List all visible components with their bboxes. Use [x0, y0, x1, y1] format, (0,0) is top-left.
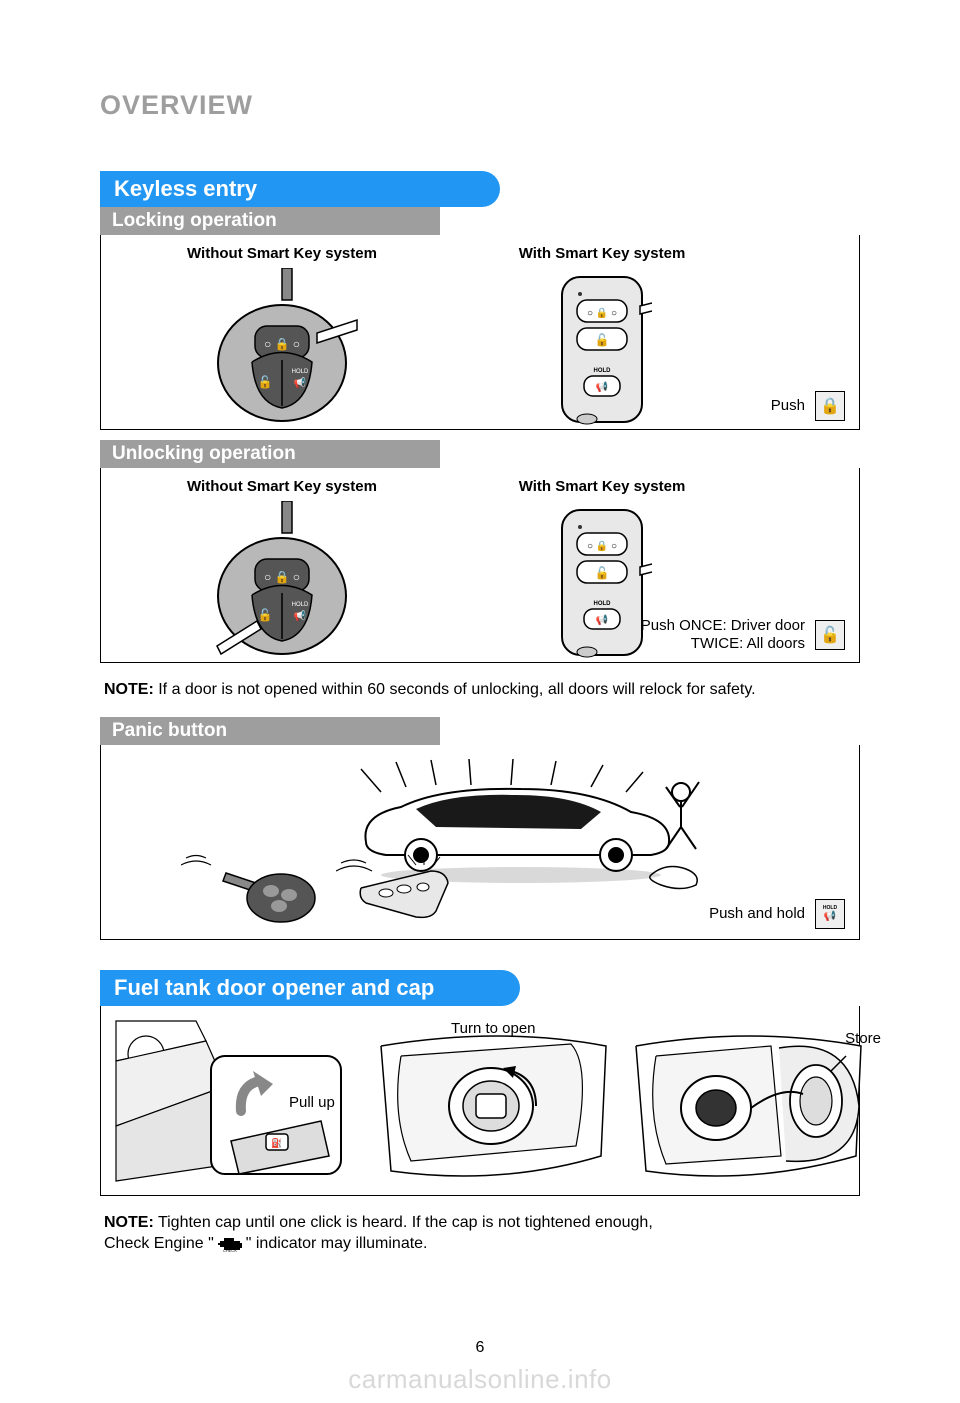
physical-key-icon: ○ 🔒 ○ HOLD 📢 🔓 [197, 268, 367, 423]
figure-unlocking: Without Smart Key system ○ 🔒 ○ HOLD 📢 🔓 … [100, 468, 860, 663]
svg-text:HOLD: HOLD [292, 369, 309, 375]
svg-text:📢: 📢 [294, 376, 306, 389]
subheader-locking: Locking operation [100, 207, 440, 235]
svg-text:CHECK: CHECK [223, 1248, 237, 1253]
svg-text:🔓: 🔓 [595, 333, 610, 347]
unlocking-col1-title: Without Smart Key system [187, 478, 377, 495]
check-engine-icon: CHECK [216, 1235, 244, 1253]
svg-text:○ 🔒 ○: ○ 🔒 ○ [264, 337, 300, 351]
figure-locking: Without Smart Key system ○ 🔒 ○ HOLD 📢 🔓 … [100, 235, 860, 430]
svg-text:○ 🔒 ○: ○ 🔒 ○ [587, 540, 617, 552]
svg-text:○ 🔒 ○: ○ 🔒 ○ [587, 307, 617, 319]
turn-label: Turn to open [451, 1020, 536, 1037]
note-fuel-line2: Check Engine " CHECK " indicator may ill… [104, 1233, 856, 1255]
unlocking-without-smartkey: Without Smart Key system ○ 🔒 ○ HOLD 📢 🔓 [147, 478, 417, 660]
fuel-panel-store: Store [631, 1016, 881, 1185]
fuel-panel-turn: Turn to open [371, 1016, 621, 1185]
note-fuel-text1: Tighten cap until one click is heard. If… [154, 1214, 653, 1231]
svg-text:🔓: 🔓 [595, 566, 610, 580]
subheader-panic: Panic button [100, 717, 440, 745]
push-unlock-line1: Push ONCE: Driver door [641, 617, 805, 636]
note-text: If a door is not opened within 60 second… [154, 681, 756, 698]
lock-icon: 🔒 [815, 391, 845, 421]
fuel-cap-store-icon [631, 1016, 881, 1186]
locking-without-smartkey: Without Smart Key system ○ 🔒 ○ HOLD 📢 🔓 [147, 245, 417, 427]
svg-text:HOLD: HOLD [292, 602, 309, 608]
note-fuel-prefix: NOTE: [104, 1214, 154, 1231]
push-unlock-line2: TWICE: All doors [641, 635, 805, 654]
note-fuel-text2a: Check Engine " [104, 1233, 214, 1255]
push-text: Push [771, 397, 805, 416]
note-fuel-text2b: " indicator may illuminate. [246, 1233, 428, 1255]
hold-icon: HOLD 📢 [815, 899, 845, 929]
push-unlock-text: Push ONCE: Driver door TWICE: All doors [641, 617, 805, 655]
page-number: 6 [476, 1339, 485, 1357]
store-label: Store [845, 1030, 881, 1047]
figure-panic: Push and hold HOLD 📢 [100, 745, 860, 940]
smart-key-remote-icon: ○ 🔒 ○ 🔓 HOLD 📢 [552, 272, 652, 427]
fuel-row: ⛽ Pull up Turn to open Store [111, 1016, 849, 1185]
note-fuel: NOTE: Tighten cap until one click is hea… [104, 1212, 856, 1255]
watermark: carmanualsonline.info [348, 1364, 611, 1395]
physical-key-unlock-icon: ○ 🔒 ○ HOLD 📢 🔓 [197, 501, 367, 656]
svg-text:HOLD: HOLD [594, 368, 612, 374]
locking-col1-title: Without Smart Key system [187, 245, 377, 262]
pullup-label: Pull up [289, 1094, 335, 1111]
svg-text:○ 🔒 ○: ○ 🔒 ○ [264, 570, 300, 584]
push-label-unlock: Push ONCE: Driver door TWICE: All doors … [641, 617, 845, 655]
unlocking-col2-title: With Smart Key system [519, 478, 686, 495]
locking-columns: Without Smart Key system ○ 🔒 ○ HOLD 📢 🔓 … [117, 245, 843, 427]
page: OVERVIEW Keyless entry Locking operation… [0, 0, 960, 1403]
push-hold-label: Push and hold HOLD 📢 [709, 899, 845, 929]
figure-fuel: ⛽ Pull up Turn to open Store [100, 1006, 860, 1196]
locking-with-smartkey: With Smart Key system ○ 🔒 ○ 🔓 HOLD 📢 [467, 245, 737, 427]
panic-remote-icon [336, 853, 451, 923]
svg-text:HOLD: HOLD [594, 601, 612, 607]
note-prefix: NOTE: [104, 681, 154, 698]
fuel-cap-turn-icon [371, 1016, 621, 1186]
push-hold-text: Push and hold [709, 905, 805, 922]
section-tab-keyless: Keyless entry [100, 171, 500, 207]
locking-col2-title: With Smart Key system [519, 245, 686, 262]
svg-text:📢: 📢 [294, 609, 306, 622]
panic-key-icon [181, 843, 321, 923]
smart-key-unlock-icon: ○ 🔒 ○ 🔓 HOLD 📢 [552, 505, 652, 660]
unlock-icon: 🔓 [815, 620, 845, 650]
svg-text:📢: 📢 [596, 613, 608, 626]
svg-text:📢: 📢 [596, 380, 608, 393]
fuel-panel-pullup: ⛽ Pull up [111, 1016, 361, 1185]
svg-text:🔓: 🔓 [258, 375, 273, 389]
subheader-unlocking: Unlocking operation [100, 440, 440, 468]
section-tab-fuel: Fuel tank door opener and cap [100, 970, 520, 1006]
svg-text:🔓: 🔓 [258, 608, 273, 622]
note-keyless: NOTE: If a door is not opened within 60 … [104, 679, 856, 701]
page-title: OVERVIEW [100, 90, 860, 121]
push-label-lock: Push 🔒 [771, 391, 845, 421]
svg-text:⛽: ⛽ [271, 1137, 282, 1148]
